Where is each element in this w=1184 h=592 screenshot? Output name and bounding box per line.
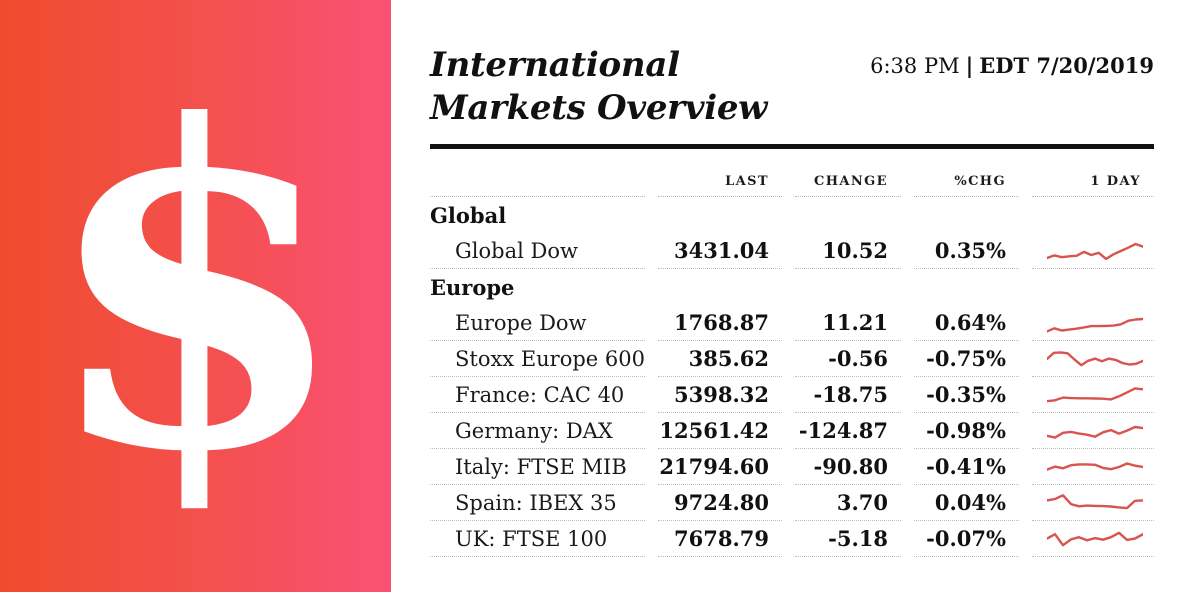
section-header-row: Global: [430, 197, 1154, 233]
pct-chg-value: -0.98%: [914, 413, 1019, 449]
last-value: 21794.60: [658, 449, 782, 485]
column-header-change: CHANGE: [795, 149, 901, 197]
sparkline-chart: [1047, 317, 1143, 333]
pct-chg-value: 0.64%: [914, 305, 1019, 341]
table-row: Europe Dow 1768.87 11.21 0.64%: [430, 305, 1154, 341]
dollar-sign-icon: $: [42, 31, 349, 548]
title-divider: [430, 144, 1154, 149]
section-header-row: Europe: [430, 269, 1154, 305]
instrument-name: France: CAC 40: [430, 377, 645, 413]
page-title: International Markets Overview: [430, 44, 767, 130]
table-row: Spain: IBEX 35 9724.80 3.70 0.04%: [430, 485, 1154, 521]
instrument-name: Europe Dow: [430, 305, 645, 341]
title-line-1: International: [430, 45, 680, 85]
instrument-name: Stoxx Europe 600: [430, 341, 645, 377]
sparkline-chart: [1047, 350, 1143, 366]
timestamp-date: EDT 7/20/2019: [979, 53, 1154, 78]
table-row: Germany: DAX 12561.42 -124.87 -0.98%: [430, 413, 1154, 449]
title-line-2: Markets Overview: [430, 88, 768, 128]
last-value: 9724.80: [658, 485, 782, 521]
instrument-name: UK: FTSE 100: [430, 521, 645, 557]
instrument-name: Germany: DAX: [430, 413, 645, 449]
content-area: International Markets Overview 6:38 PM | E…: [391, 0, 1184, 592]
column-header-last: LAST: [658, 149, 782, 197]
column-header-1day: 1 DAY: [1032, 149, 1154, 197]
instrument-name: Italy: FTSE MIB: [430, 449, 645, 485]
last-value: 12561.42: [658, 413, 782, 449]
pct-chg-value: 0.35%: [914, 233, 1019, 269]
table-row: France: CAC 40 5398.32 -18.75 -0.35%: [430, 377, 1154, 413]
table-header-row: LAST CHANGE %CHG 1 DAY: [430, 149, 1154, 197]
table-row: Italy: FTSE MIB 21794.60 -90.80 -0.41%: [430, 449, 1154, 485]
instrument-name: Global Dow: [430, 233, 645, 269]
column-header-pctchg: %CHG: [914, 149, 1019, 197]
sparkline-chart: [1047, 386, 1143, 402]
table-row: Stoxx Europe 600 385.62 -0.56 -0.75%: [430, 341, 1154, 377]
table-body: Global Global Dow 3431.04 10.52 0.35% Europe E…: [430, 197, 1154, 557]
sparkline-chart: [1047, 493, 1143, 509]
markets-table: LAST CHANGE %CHG 1 DAY Global Global Dow 3…: [430, 149, 1154, 557]
sparkline-chart: [1047, 461, 1143, 471]
column-header-name: [430, 149, 645, 197]
timestamp-separator: |: [965, 53, 974, 78]
change-value: -90.80: [795, 449, 901, 485]
sparkline-chart: [1047, 425, 1143, 439]
sparkline: [1032, 233, 1154, 269]
sparkline: [1032, 449, 1154, 485]
last-value: 385.62: [658, 341, 782, 377]
section-label: Global: [430, 202, 507, 228]
change-value: 3.70: [795, 485, 901, 521]
timestamp-time: 6:38 PM: [870, 54, 960, 78]
change-value: -0.56: [795, 341, 901, 377]
instrument-name: Spain: IBEX 35: [430, 485, 645, 521]
sparkline-chart: [1047, 242, 1143, 260]
change-value: -18.75: [795, 377, 901, 413]
sparkline-chart: [1047, 531, 1143, 546]
sparkline: [1032, 377, 1154, 413]
pct-chg-value: 0.04%: [914, 485, 1019, 521]
sparkline: [1032, 485, 1154, 521]
pct-chg-value: -0.41%: [914, 449, 1019, 485]
last-value: 7678.79: [658, 521, 782, 557]
change-value: 11.21: [795, 305, 901, 341]
sparkline: [1032, 341, 1154, 377]
change-value: -124.87: [795, 413, 901, 449]
sparkline: [1032, 521, 1154, 557]
pct-chg-value: -0.75%: [914, 341, 1019, 377]
change-value: -5.18: [795, 521, 901, 557]
pct-chg-value: -0.35%: [914, 377, 1019, 413]
sparkline: [1032, 305, 1154, 341]
table-row: Global Dow 3431.04 10.52 0.35%: [430, 233, 1154, 269]
sparkline: [1032, 413, 1154, 449]
last-value: 5398.32: [658, 377, 782, 413]
table-row: UK: FTSE 100 7678.79 -5.18 -0.07%: [430, 521, 1154, 557]
last-value: 3431.04: [658, 233, 782, 269]
section-cell: Europe: [430, 269, 1154, 305]
header: International Markets Overview 6:38 PM | E…: [430, 44, 1154, 130]
pct-chg-value: -0.07%: [914, 521, 1019, 557]
change-value: 10.52: [795, 233, 901, 269]
section-label: Europe: [430, 274, 515, 300]
dollar-panel: $: [0, 0, 391, 592]
section-cell: Global: [430, 197, 1154, 233]
last-value: 1768.87: [658, 305, 782, 341]
timestamp: 6:38 PM | EDT 7/20/2019: [870, 53, 1154, 78]
